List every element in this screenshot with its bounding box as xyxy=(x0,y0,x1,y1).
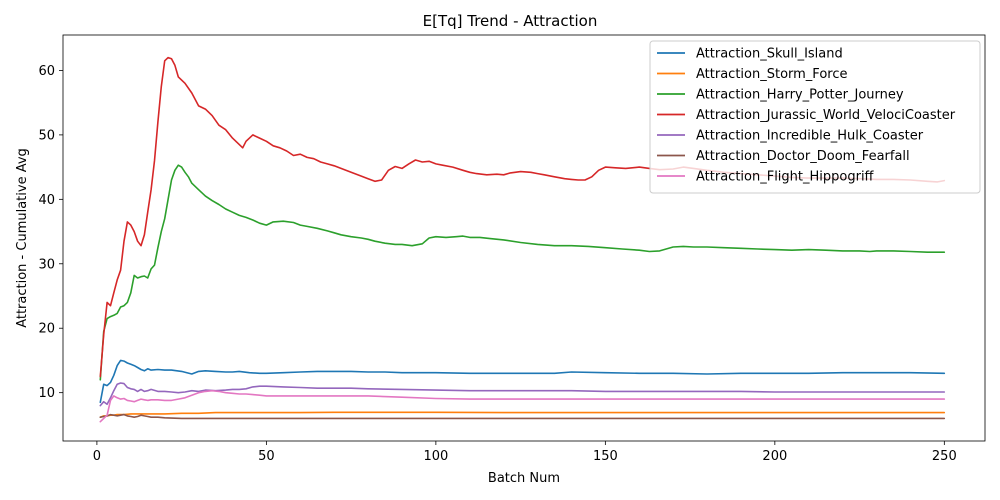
plot-frame xyxy=(62,34,986,442)
legend-frame xyxy=(649,40,981,194)
legend: Attraction_Skull_Island Attraction_Storm_… xyxy=(649,40,981,194)
legend-label: Attraction_Harry_Potter_Journey xyxy=(696,88,904,103)
series-line-7 xyxy=(99,389,946,423)
x-axis-title: Batch Num xyxy=(488,471,560,486)
legend-label: Attraction_Skull_Island xyxy=(696,47,843,62)
series-line-5 xyxy=(99,382,946,407)
chart-title: E[Tq] Trend - Attraction xyxy=(423,12,598,30)
x-tick-label: 50 xyxy=(258,449,275,464)
y-tick-label: 40 xyxy=(38,193,55,208)
series-line-1 xyxy=(99,359,946,404)
series-line-3 xyxy=(99,164,946,381)
legend-label: Attraction_Storm_Force xyxy=(696,67,847,82)
y-axis-title: Attraction - Cumulative Avg xyxy=(15,148,30,328)
x-axis: 0 50 100 150 200 250 xyxy=(93,441,957,464)
legend-label: Attraction_Incredible_Hulk_Coaster xyxy=(696,129,924,144)
legend-label: Attraction_Flight_Hippogriff xyxy=(696,170,875,185)
x-tick-label: 100 xyxy=(423,449,448,464)
x-tick-label: 200 xyxy=(762,449,787,464)
x-tick-label: 0 xyxy=(93,449,101,464)
y-tick-label: 10 xyxy=(38,386,55,401)
y-axis: 10 20 30 40 50 60 xyxy=(38,64,63,401)
x-tick-label: 150 xyxy=(593,449,618,464)
y-tick-label: 20 xyxy=(38,322,55,337)
series-line-6 xyxy=(99,413,946,420)
series-line-2 xyxy=(99,411,946,418)
legend-label: Attraction_Doctor_Doom_Fearfall xyxy=(696,149,910,164)
legend-label: Attraction_Jurassic_World_VelociCoaster xyxy=(696,108,956,123)
x-tick-label: 250 xyxy=(932,449,957,464)
y-tick-label: 50 xyxy=(38,128,55,143)
y-tick-label: 60 xyxy=(38,64,55,79)
y-tick-label: 30 xyxy=(38,257,55,272)
